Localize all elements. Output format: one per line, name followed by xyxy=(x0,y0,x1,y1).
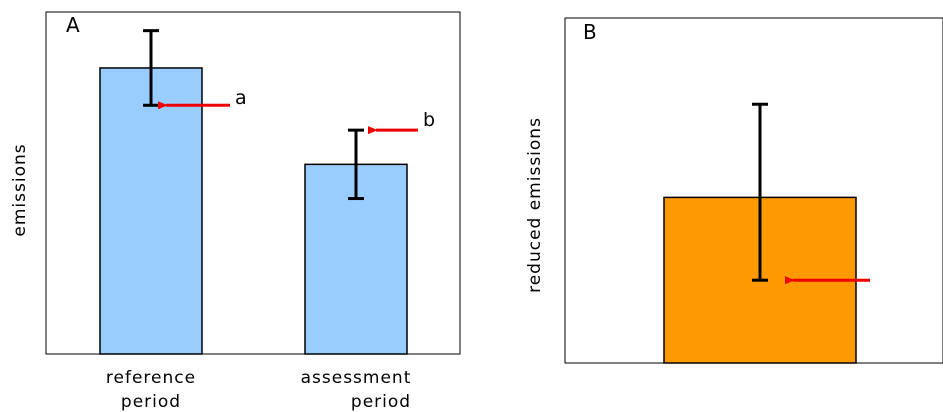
annotation-label-b: b xyxy=(423,109,435,131)
x-tick-label: assessment xyxy=(301,368,412,388)
panel-a-y-axis-label: emissions xyxy=(10,143,30,236)
panel-b-chart: B reduced emissions xyxy=(525,17,943,364)
panel-b-bars xyxy=(663,102,870,364)
bar-a-0 xyxy=(99,67,203,355)
panel-b-label: B xyxy=(583,20,597,44)
panel-a-chart: A emissions ab referenceperiodassessment… xyxy=(10,11,461,412)
panel-a-x-tick-labels: reference period assessment period xyxy=(106,368,412,412)
panel-a-bars: ab xyxy=(99,29,435,355)
x-tick-label: period xyxy=(351,392,411,412)
x-tick-label: period xyxy=(121,392,181,412)
panel-b-y-axis-label: reduced emissions xyxy=(525,117,545,293)
panel-a-label: A xyxy=(66,13,80,37)
panel-a-frame xyxy=(45,11,461,355)
x-tick-label: reference xyxy=(106,368,196,388)
annotation-label-a: a xyxy=(235,87,247,109)
